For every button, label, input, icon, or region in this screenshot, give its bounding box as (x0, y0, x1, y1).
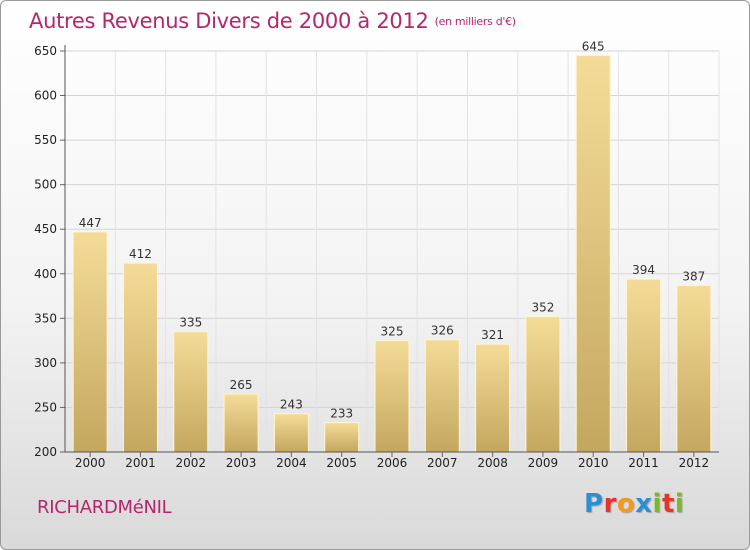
logo-letter: t (661, 489, 675, 519)
y-tick-label: 250 (34, 400, 57, 414)
y-tick-label: 450 (34, 222, 57, 236)
y-tick-label: 650 (34, 44, 57, 58)
x-tick-label: 2006 (377, 456, 408, 470)
logo-letter: r (603, 489, 617, 519)
chart-title-text: Autres Revenus Divers de 2000 à 2012 (29, 9, 429, 33)
data-label: 243 (280, 398, 303, 412)
bar (173, 331, 209, 453)
location-name: RICHARDMéNIL (37, 497, 172, 518)
y-tick-label: 500 (34, 178, 57, 192)
bar (273, 413, 309, 453)
bar (676, 284, 712, 453)
data-label: 387 (682, 269, 705, 283)
y-tick-label: 300 (34, 356, 57, 370)
bar (324, 422, 360, 453)
logo-letter: i (674, 489, 685, 519)
data-label: 265 (230, 378, 253, 392)
x-tick-label: 2000 (75, 456, 106, 470)
data-label: 447 (79, 216, 102, 230)
data-label: 233 (330, 407, 353, 421)
x-tick-label: 2005 (326, 456, 357, 470)
y-tick-label: 350 (34, 311, 57, 325)
x-tick-label: 2003 (226, 456, 257, 470)
y-tick-label: 600 (34, 89, 57, 103)
chart-title: Autres Revenus Divers de 2000 à 2012 (en … (29, 9, 516, 33)
data-label: 412 (129, 247, 152, 261)
x-tick-label: 2011 (628, 456, 659, 470)
bar (424, 339, 460, 453)
bar (122, 262, 158, 453)
data-label: 321 (481, 328, 504, 342)
x-tick-label: 2008 (477, 456, 508, 470)
bar (475, 343, 511, 453)
y-tick-label: 550 (34, 133, 57, 147)
proxiti-logo: Proxiti (584, 489, 684, 519)
axes (60, 45, 719, 457)
bar (72, 231, 108, 453)
bar (374, 340, 410, 453)
x-tick-label: 2010 (578, 456, 609, 470)
x-tick-label: 2004 (276, 456, 307, 470)
x-tick-label: 2001 (125, 456, 156, 470)
bar (575, 54, 611, 453)
bars (72, 54, 712, 453)
data-label: 326 (431, 324, 454, 338)
data-label: 645 (582, 39, 605, 53)
x-tick-label: 2009 (528, 456, 559, 470)
data-label: 352 (531, 301, 554, 315)
y-tick-label: 400 (34, 267, 57, 281)
bar (525, 316, 561, 453)
x-tick-label: 2012 (679, 456, 710, 470)
labels: 200 250 300 350 400 450 500 550 600 650 447 2000 412… (34, 39, 709, 470)
logo-letter: i (652, 489, 662, 519)
data-label: 325 (381, 325, 404, 339)
bar (223, 393, 259, 453)
bar (626, 278, 662, 453)
y-tick-label: 200 (34, 445, 57, 459)
data-label: 394 (632, 263, 655, 277)
x-tick-label: 2002 (175, 456, 206, 470)
logo-letter: x (635, 489, 653, 519)
x-tick-label: 2007 (427, 456, 458, 470)
data-label: 335 (179, 316, 202, 330)
logo-letter: P (584, 489, 604, 519)
logo-letter: o (616, 489, 636, 519)
chart-unit: (en milliers d'€) (434, 15, 516, 28)
